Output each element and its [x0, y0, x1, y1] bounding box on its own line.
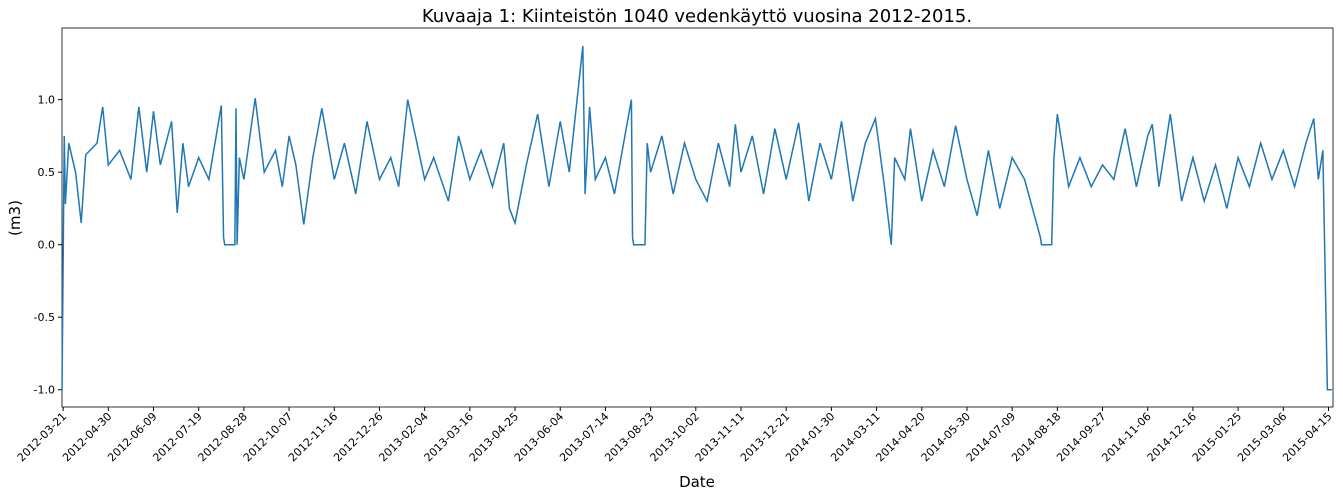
- y-axis-label: (m3): [6, 200, 24, 236]
- y-tick-label: 1.0: [38, 94, 56, 107]
- x-axis-label: Date: [679, 473, 715, 488]
- plot-frame: [61, 27, 1334, 408]
- y-tick-label: -1.0: [34, 384, 55, 397]
- data-line: [61, 45, 1332, 391]
- y-tick-label: 0.0: [38, 239, 56, 252]
- chart-title: Kuvaaja 1: Kiinteistön 1040 vedenkäyttö …: [422, 6, 972, 27]
- y-tick-label: -0.5: [34, 311, 55, 324]
- y-tick-label: 0.5: [38, 166, 56, 179]
